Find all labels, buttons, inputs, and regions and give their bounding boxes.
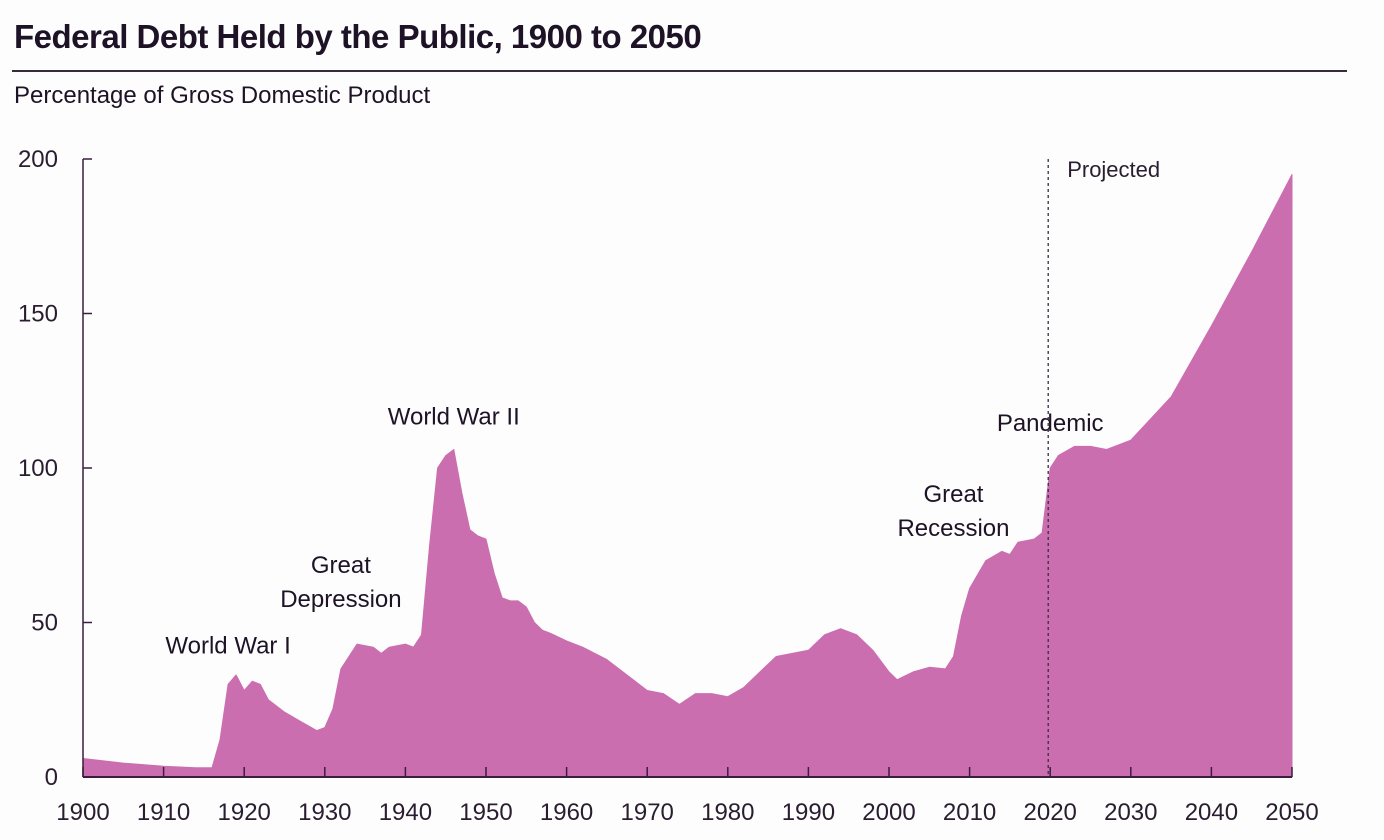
x-tick-label: 2030	[1104, 799, 1157, 826]
x-tick-label: 1980	[701, 799, 754, 826]
x-tick-label: 1960	[540, 799, 593, 826]
debt-area	[82, 174, 1293, 778]
annotation-label: Pandemic	[997, 410, 1104, 437]
title-divider	[12, 70, 1347, 72]
x-tick-label: 2050	[1265, 799, 1318, 826]
annotation-label: Great	[923, 481, 983, 508]
x-tick-label: 1940	[379, 799, 432, 826]
chart-title: Federal Debt Held by the Public, 1900 to…	[14, 18, 702, 55]
y-tick-label: 150	[18, 301, 58, 328]
annotation-label: World War II	[388, 404, 520, 431]
x-tick-label: 1950	[459, 799, 512, 826]
x-tick-label: 2000	[862, 799, 915, 826]
annotation-label: Recession	[897, 515, 1009, 542]
x-tick-label: 1990	[782, 799, 835, 826]
projected-label: Projected	[1067, 157, 1160, 182]
annotation-label: Great	[311, 552, 371, 579]
x-tick-label: 1930	[298, 799, 351, 826]
y-tick-label: 100	[18, 455, 58, 482]
x-tick-label: 1920	[218, 799, 271, 826]
x-tick-label: 2020	[1024, 799, 1077, 826]
x-tick-label: 2010	[943, 799, 996, 826]
annotation-label: Depression	[280, 586, 401, 613]
x-tick-label: 1900	[56, 799, 109, 826]
x-tick-label: 1910	[137, 799, 190, 826]
annotation-label: World War I	[165, 632, 290, 659]
y-tick-label: 0	[45, 764, 58, 791]
x-tick-label: 2040	[1185, 799, 1238, 826]
chart-subtitle: Percentage of Gross Domestic Product	[14, 82, 431, 109]
y-tick-label: 50	[31, 610, 58, 637]
y-tick-label: 200	[18, 146, 58, 173]
x-tick-label: 1970	[621, 799, 674, 826]
